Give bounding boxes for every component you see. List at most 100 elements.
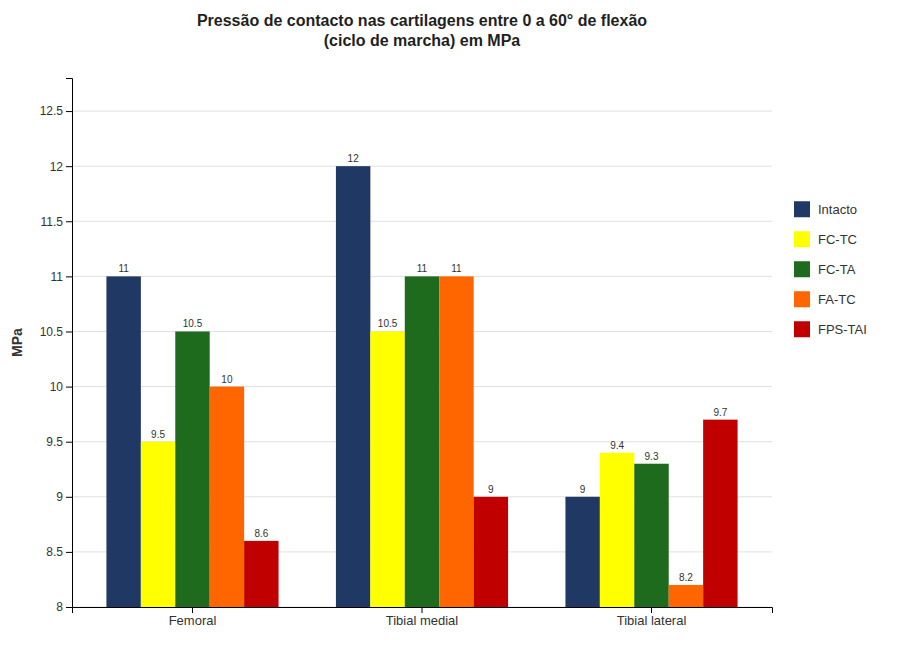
bar xyxy=(370,331,404,607)
grid-line xyxy=(72,221,772,222)
title-line: Pressão de contacto nas cartilagens entr… xyxy=(197,12,647,29)
y-tick-label: 9.5 xyxy=(46,435,63,449)
x-tick: Femoral xyxy=(169,607,217,628)
bar xyxy=(634,464,668,607)
data-label: 9.5 xyxy=(151,429,165,440)
legend-swatch xyxy=(794,321,810,337)
bar-series xyxy=(210,276,703,607)
x-tick-mark xyxy=(192,607,193,613)
bars xyxy=(106,166,737,607)
y-tick-mark xyxy=(66,607,72,608)
y-tick-mark xyxy=(66,166,72,167)
data-label: 8.6 xyxy=(254,528,268,539)
y-tick-mark xyxy=(66,442,72,443)
y-tick: 9.5 xyxy=(46,435,72,449)
x-tick-mark xyxy=(651,607,652,613)
legend-swatch xyxy=(794,261,810,277)
data-label: 10 xyxy=(221,374,233,385)
y-tick-mark xyxy=(66,111,72,112)
y-tick: 11 xyxy=(51,270,72,284)
x-tick: Tibial medial xyxy=(386,607,459,628)
data-label: 9.4 xyxy=(610,440,624,451)
y-axis: 8 8.5 9 9.5 10 10.5 11 11.5 12 12.5 xyxy=(40,79,73,615)
x-tick-label: Tibial lateral xyxy=(617,613,687,628)
data-label: 11 xyxy=(417,263,428,274)
chart: Pressão de contacto nas cartilagens entr… xyxy=(0,0,922,657)
y-tick-mark xyxy=(66,387,72,388)
y-axis-line xyxy=(66,79,73,608)
bar xyxy=(600,453,634,607)
y-tick: 8 xyxy=(56,600,72,614)
bar xyxy=(669,585,703,607)
data-label: 10.5 xyxy=(183,318,203,329)
y-tick: 11.5 xyxy=(41,215,72,229)
data-label: 10.5 xyxy=(378,318,398,329)
bar xyxy=(565,497,599,607)
grid xyxy=(72,111,772,607)
legend-item: FC-TC xyxy=(794,231,857,247)
bar-series xyxy=(141,331,634,607)
y-tick-label: 10.5 xyxy=(40,325,64,339)
legend-item: FA-TC xyxy=(794,291,856,307)
title-line: (ciclo de marcha) em MPa xyxy=(324,32,521,49)
bar xyxy=(703,420,737,607)
x-axis-line xyxy=(73,608,773,614)
grid-line xyxy=(72,111,772,112)
y-tick-mark xyxy=(66,221,72,222)
data-label: 9.3 xyxy=(645,451,659,462)
data-labels: 111299.510.59.410.5119.310118.28.699.7 xyxy=(118,153,727,583)
y-tick-mark xyxy=(66,497,72,498)
y-tick-label: 8 xyxy=(56,600,63,614)
data-label: 9 xyxy=(488,484,494,495)
y-tick: 8.5 xyxy=(46,545,72,559)
x-axis: Femoral Tibial medial Tibial lateral xyxy=(73,607,773,628)
bar xyxy=(439,276,473,607)
y-tick-mark xyxy=(66,331,72,332)
y-tick-label: 11 xyxy=(51,270,64,284)
bar xyxy=(244,541,278,607)
x-tick-label: Tibial medial xyxy=(386,613,459,628)
legend-label: FC-TA xyxy=(818,262,856,277)
legend-item: Intacto xyxy=(794,201,857,217)
bar xyxy=(336,166,370,607)
legend-item: FC-TA xyxy=(794,261,856,277)
legend: Intacto FC-TC FC-TA FA-TC FPS-TAI xyxy=(794,201,867,337)
y-tick-label: 8.5 xyxy=(46,545,63,559)
data-label: 9 xyxy=(580,484,586,495)
data-label: 9.7 xyxy=(713,407,727,418)
legend-label: FPS-TAI xyxy=(818,322,867,337)
legend-label: FA-TC xyxy=(818,292,856,307)
legend-label: Intacto xyxy=(818,202,857,217)
data-label: 11 xyxy=(118,263,129,274)
bar-series xyxy=(175,276,668,607)
bar xyxy=(210,387,244,607)
bar xyxy=(141,442,175,607)
x-tick-label: Femoral xyxy=(169,613,217,628)
legend-swatch xyxy=(794,231,810,247)
bar xyxy=(474,497,508,607)
y-tick: 9 xyxy=(56,490,72,504)
y-tick-label: 10 xyxy=(50,380,64,394)
x-tick: Tibial lateral xyxy=(617,607,687,628)
y-tick: 10.5 xyxy=(40,325,72,339)
y-tick-label: 12 xyxy=(50,160,64,174)
y-tick-label: 11.5 xyxy=(41,215,64,229)
plot: 111299.510.59.410.5119.310118.28.699.7Fe… xyxy=(40,79,773,629)
legend-swatch xyxy=(794,291,810,307)
bar xyxy=(106,276,140,607)
y-tick-label: 9 xyxy=(56,490,63,504)
legend-item: FPS-TAI xyxy=(794,321,867,337)
y-tick: 12.5 xyxy=(40,104,72,118)
y-tick-mark xyxy=(66,552,72,553)
data-label: 12 xyxy=(348,153,360,164)
bar xyxy=(405,276,439,607)
legend-swatch xyxy=(794,201,810,217)
y-tick: 10 xyxy=(50,380,72,394)
bar-series xyxy=(106,166,599,607)
title: Pressão de contacto nas cartilagens entr… xyxy=(197,12,647,49)
bar-series xyxy=(244,420,737,607)
x-tick-mark xyxy=(422,607,423,613)
y-tick: 12 xyxy=(50,160,72,174)
legend-label: FC-TC xyxy=(818,232,857,247)
bar xyxy=(175,331,209,607)
